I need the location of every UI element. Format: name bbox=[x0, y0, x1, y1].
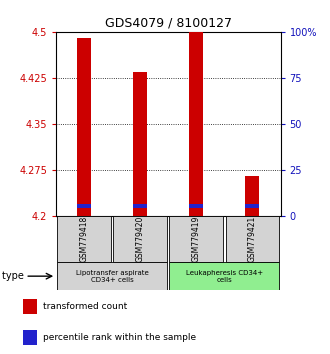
Bar bbox=[57, 216, 111, 262]
Bar bbox=[23, 299, 37, 314]
Bar bbox=[23, 330, 37, 345]
Text: GSM779419: GSM779419 bbox=[192, 216, 201, 262]
Bar bbox=[77, 38, 91, 216]
Text: cell type: cell type bbox=[0, 271, 23, 281]
Text: Leukapheresis CD34+
cells: Leukapheresis CD34+ cells bbox=[186, 270, 263, 282]
Text: transformed count: transformed count bbox=[43, 302, 127, 311]
Text: Lipotransfer aspirate
CD34+ cells: Lipotransfer aspirate CD34+ cells bbox=[76, 270, 148, 282]
Bar bbox=[225, 216, 280, 262]
Bar bbox=[189, 204, 203, 208]
Text: GSM779420: GSM779420 bbox=[136, 216, 145, 262]
Text: GSM779418: GSM779418 bbox=[80, 216, 89, 262]
Text: percentile rank within the sample: percentile rank within the sample bbox=[43, 333, 196, 342]
Bar bbox=[133, 72, 147, 216]
Bar bbox=[189, 32, 203, 216]
Bar bbox=[169, 216, 223, 262]
Bar bbox=[169, 262, 280, 290]
Bar bbox=[77, 204, 91, 208]
Bar bbox=[113, 216, 167, 262]
Title: GDS4079 / 8100127: GDS4079 / 8100127 bbox=[105, 16, 232, 29]
Text: GSM779421: GSM779421 bbox=[248, 216, 257, 262]
Bar bbox=[133, 204, 147, 208]
Bar bbox=[246, 176, 259, 216]
Bar bbox=[57, 262, 167, 290]
Bar bbox=[246, 204, 259, 208]
